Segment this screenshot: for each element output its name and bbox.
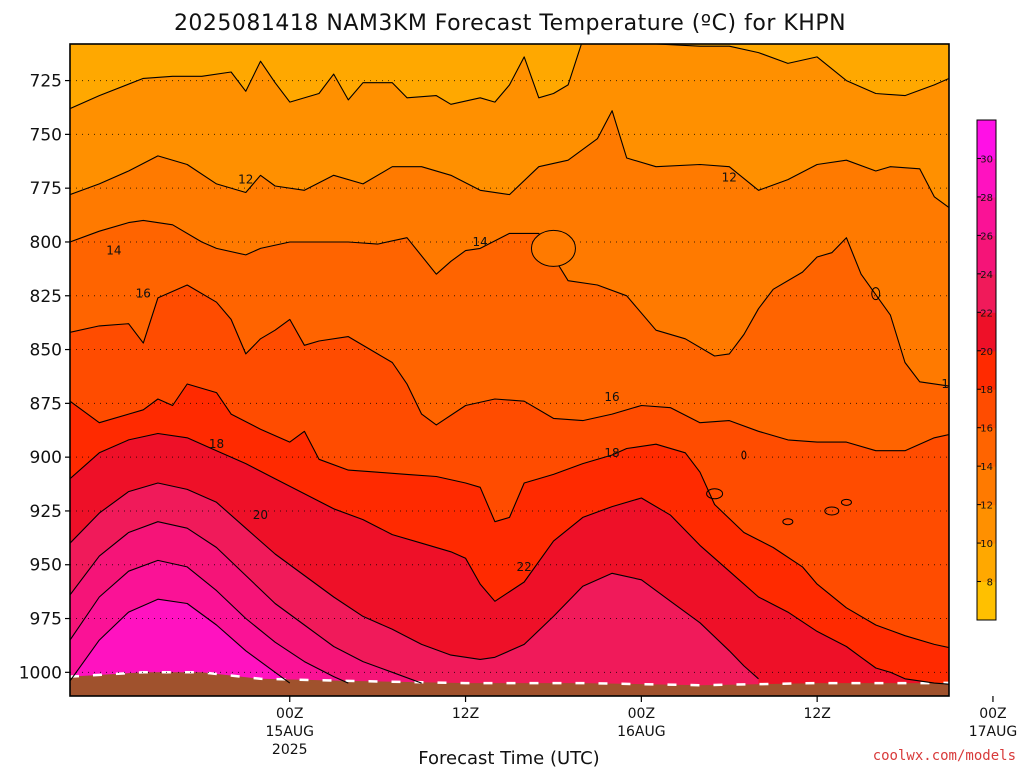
isotherm-closed-3 xyxy=(782,518,794,526)
isotherm-label-4: 14 xyxy=(106,244,121,258)
x-tick-label-2-1: 16AUG xyxy=(617,724,666,740)
isotherm-10 xyxy=(70,44,949,110)
colorbar: 8 10 12 14 16 18 20 22 24 26 28 30 xyxy=(976,119,997,621)
y-tick-label-975: 975 xyxy=(30,610,62,630)
isotherm-closed-1 xyxy=(824,506,840,516)
colorbar-label-10: 10 xyxy=(980,539,993,550)
x-tick-label-0-0: 00Z xyxy=(276,706,303,722)
colorbar-swatch-0 xyxy=(977,581,996,621)
isotherm-12 xyxy=(70,110,949,209)
isotherm-label-6: 14 xyxy=(941,377,956,391)
x-tick-label-1-0: 12Z xyxy=(452,706,479,722)
colorbar-swatch-11 xyxy=(977,158,996,198)
isotherm-closed-2 xyxy=(840,498,852,506)
plot-area: 10121212141414161616181818202022 xyxy=(69,43,956,697)
colorbar-label-30: 30 xyxy=(980,154,993,165)
isotherm-label-1: 12 xyxy=(238,173,253,187)
isotherm-label-13: 20 xyxy=(253,508,268,522)
isotherm-16 xyxy=(70,284,949,452)
colorbar-label-18: 18 xyxy=(980,385,993,396)
isotherm-18 xyxy=(70,383,949,649)
colorbar-label-26: 26 xyxy=(980,231,993,242)
isotherm-closed-4 xyxy=(741,450,747,460)
chart-title: 2025081418 NAM3KM Forecast Temperature (… xyxy=(174,11,846,36)
gridlines xyxy=(70,80,949,673)
colorbar-label-12: 12 xyxy=(980,501,993,512)
isotherm-label-5: 14 xyxy=(473,235,488,249)
colorbar-swatch-9 xyxy=(977,235,996,275)
y-tick-label-950: 950 xyxy=(30,556,62,576)
colorbar-swatch-4 xyxy=(977,427,996,467)
colorbar-swatch-7 xyxy=(977,312,996,352)
isotherm-label-15: 22 xyxy=(517,560,532,574)
y-tick-label-925: 925 xyxy=(30,502,62,522)
colorbar-label-16: 16 xyxy=(980,424,993,435)
x-axis-label: Forecast Time (UTC) xyxy=(418,748,599,768)
isotherm-label-8: 16 xyxy=(604,390,619,404)
x-tick-label-0-2: 2025 xyxy=(272,742,308,758)
x-tick-label-3-0: 12Z xyxy=(803,706,830,722)
colorbar-frame xyxy=(976,119,997,621)
y-tick-label-825: 825 xyxy=(30,287,62,307)
colorbar-label-14: 14 xyxy=(980,462,993,473)
isotherm-24 xyxy=(70,521,422,684)
colorbar-swatch-5 xyxy=(977,389,996,429)
colorbar-label-22: 22 xyxy=(980,308,993,319)
isotherm-label-11: 18 xyxy=(604,446,619,460)
surface-terrain xyxy=(70,671,949,696)
isotherm-lines xyxy=(70,44,949,685)
isotherm-closed-6 xyxy=(530,229,576,267)
colorbar-swatch-6 xyxy=(977,350,996,390)
y-tick-label-1000: 1000 xyxy=(19,663,62,683)
band-above-28 xyxy=(70,599,290,696)
colorbar-label-28: 28 xyxy=(980,193,993,204)
x-tick-label-4-1: 17AUG xyxy=(969,724,1018,740)
plot-frame xyxy=(69,43,950,697)
colorbar-swatch-1 xyxy=(977,543,996,583)
isotherm-20 xyxy=(70,432,949,685)
colorbar-label-24: 24 xyxy=(980,270,993,281)
colorbar-swatch-3 xyxy=(977,466,996,506)
colorbar-label-8: 8 xyxy=(987,578,993,589)
x-tick-label-2-0: 00Z xyxy=(628,706,655,722)
temperature-fill xyxy=(70,44,949,696)
colorbar-swatch-10 xyxy=(977,196,996,236)
y-tick-label-775: 775 xyxy=(30,179,62,199)
y-tick-label-725: 725 xyxy=(30,72,62,92)
x-axis: 00Z 15AUG 2025 12Z 00Z 16AUG 12Z 00Z 17AUG xyxy=(266,696,1018,758)
isotherm-closed-7 xyxy=(871,287,881,301)
isotherm-labels: 10121212141414161616181818202022 xyxy=(106,170,956,574)
y-tick-label-750: 750 xyxy=(30,125,62,145)
isotherm-22 xyxy=(70,482,759,680)
x-tick-label-4-0: 00Z xyxy=(979,706,1006,722)
isotherm-26 xyxy=(70,559,349,684)
y-tick-label-850: 850 xyxy=(30,341,62,361)
credit-link[interactable]: coolwx.com/models xyxy=(873,748,1016,764)
x-tick-label-0-1: 15AUG xyxy=(266,724,315,740)
isotherm-closed-0 xyxy=(706,488,724,500)
isotherm-label-2: 12 xyxy=(722,170,737,184)
isotherm-label-10: 18 xyxy=(209,437,224,451)
colorbar-label-20: 20 xyxy=(980,347,993,358)
colorbar-swatch-8 xyxy=(977,273,996,313)
y-axis: 725 750 775 800 825 850 875 900 925 950 975 1000 xyxy=(19,72,70,683)
isotherm-label-7: 16 xyxy=(136,287,151,301)
isotherm-14 xyxy=(70,219,949,387)
y-tick-label-875: 875 xyxy=(30,394,62,414)
surface-edge xyxy=(70,671,949,687)
colorbar-swatch-12 xyxy=(977,120,996,159)
isotherm-28 xyxy=(70,598,291,684)
y-tick-label-900: 900 xyxy=(30,448,62,468)
y-tick-label-800: 800 xyxy=(30,233,62,253)
colorbar-swatch-2 xyxy=(977,504,996,544)
